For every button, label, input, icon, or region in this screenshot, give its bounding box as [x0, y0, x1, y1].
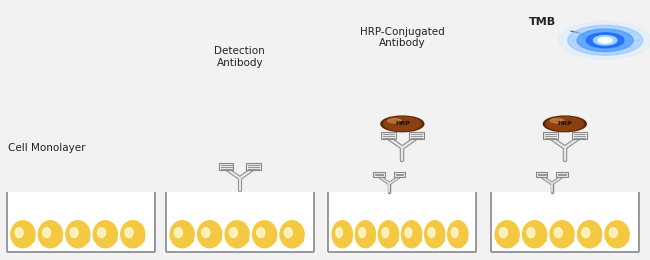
Ellipse shape — [335, 228, 343, 238]
Bar — [166, 192, 314, 252]
Ellipse shape — [598, 37, 612, 43]
Ellipse shape — [257, 228, 265, 238]
Ellipse shape — [609, 228, 618, 238]
Ellipse shape — [381, 116, 424, 132]
Ellipse shape — [284, 228, 292, 238]
Ellipse shape — [499, 228, 508, 238]
Ellipse shape — [405, 228, 412, 238]
Ellipse shape — [387, 119, 402, 123]
Ellipse shape — [430, 237, 444, 244]
Ellipse shape — [44, 237, 62, 244]
Ellipse shape — [11, 221, 35, 248]
Bar — [6, 192, 155, 252]
Ellipse shape — [229, 228, 237, 238]
FancyBboxPatch shape — [556, 172, 567, 178]
Ellipse shape — [170, 221, 194, 248]
Ellipse shape — [70, 228, 78, 238]
Ellipse shape — [550, 221, 574, 248]
Ellipse shape — [554, 228, 562, 238]
Ellipse shape — [501, 237, 519, 244]
Ellipse shape — [332, 221, 352, 248]
FancyBboxPatch shape — [536, 172, 547, 178]
Ellipse shape — [280, 221, 304, 248]
Ellipse shape — [94, 221, 118, 248]
Ellipse shape — [523, 221, 547, 248]
Ellipse shape — [428, 228, 435, 238]
Ellipse shape — [337, 237, 352, 244]
Bar — [491, 192, 639, 252]
Text: Cell Monolayer: Cell Monolayer — [8, 143, 85, 153]
Ellipse shape — [567, 25, 643, 55]
Ellipse shape — [593, 36, 617, 45]
Ellipse shape — [174, 228, 183, 238]
Ellipse shape — [17, 237, 34, 244]
Text: HRP: HRP — [395, 121, 410, 126]
Ellipse shape — [258, 237, 276, 244]
Ellipse shape — [605, 221, 629, 248]
Ellipse shape — [452, 237, 467, 244]
Ellipse shape — [38, 221, 62, 248]
Ellipse shape — [402, 221, 422, 248]
Ellipse shape — [99, 237, 117, 244]
Ellipse shape — [66, 221, 90, 248]
Ellipse shape — [550, 119, 564, 123]
Bar — [328, 192, 476, 252]
FancyBboxPatch shape — [374, 172, 385, 178]
Ellipse shape — [546, 117, 584, 131]
Ellipse shape — [558, 22, 650, 59]
FancyBboxPatch shape — [219, 163, 233, 170]
Ellipse shape — [286, 237, 304, 244]
Ellipse shape — [556, 237, 573, 244]
FancyBboxPatch shape — [394, 172, 405, 178]
Ellipse shape — [448, 221, 468, 248]
Text: HRP-Conjugated
Antibody: HRP-Conjugated Antibody — [360, 27, 445, 48]
Ellipse shape — [176, 237, 194, 244]
Ellipse shape — [42, 228, 51, 238]
Ellipse shape — [406, 237, 421, 244]
Ellipse shape — [253, 221, 277, 248]
Ellipse shape — [382, 228, 389, 238]
Ellipse shape — [543, 116, 586, 132]
Ellipse shape — [359, 228, 365, 238]
Ellipse shape — [528, 237, 546, 244]
Ellipse shape — [125, 228, 133, 238]
FancyBboxPatch shape — [543, 132, 558, 139]
Ellipse shape — [356, 221, 376, 248]
Ellipse shape — [378, 221, 398, 248]
Ellipse shape — [72, 237, 89, 244]
Ellipse shape — [202, 228, 210, 238]
Ellipse shape — [586, 33, 624, 48]
FancyBboxPatch shape — [571, 132, 586, 139]
Ellipse shape — [384, 117, 421, 131]
Ellipse shape — [225, 221, 249, 248]
FancyBboxPatch shape — [409, 132, 424, 139]
Ellipse shape — [127, 237, 144, 244]
FancyBboxPatch shape — [246, 163, 261, 170]
Ellipse shape — [98, 228, 105, 238]
Ellipse shape — [15, 228, 23, 238]
Ellipse shape — [203, 237, 221, 244]
Ellipse shape — [231, 237, 248, 244]
Ellipse shape — [578, 221, 602, 248]
Text: TMB: TMB — [528, 17, 556, 27]
FancyBboxPatch shape — [381, 132, 396, 139]
Ellipse shape — [360, 237, 375, 244]
Ellipse shape — [495, 221, 519, 248]
Ellipse shape — [451, 228, 458, 238]
Ellipse shape — [383, 237, 398, 244]
Ellipse shape — [582, 228, 590, 238]
Ellipse shape — [198, 221, 222, 248]
Ellipse shape — [121, 221, 145, 248]
Ellipse shape — [424, 221, 445, 248]
Text: HRP: HRP — [558, 121, 572, 126]
Text: Detection
Antibody: Detection Antibody — [214, 46, 265, 68]
Ellipse shape — [611, 237, 629, 244]
Ellipse shape — [577, 29, 633, 51]
Ellipse shape — [526, 228, 535, 238]
Ellipse shape — [583, 237, 601, 244]
